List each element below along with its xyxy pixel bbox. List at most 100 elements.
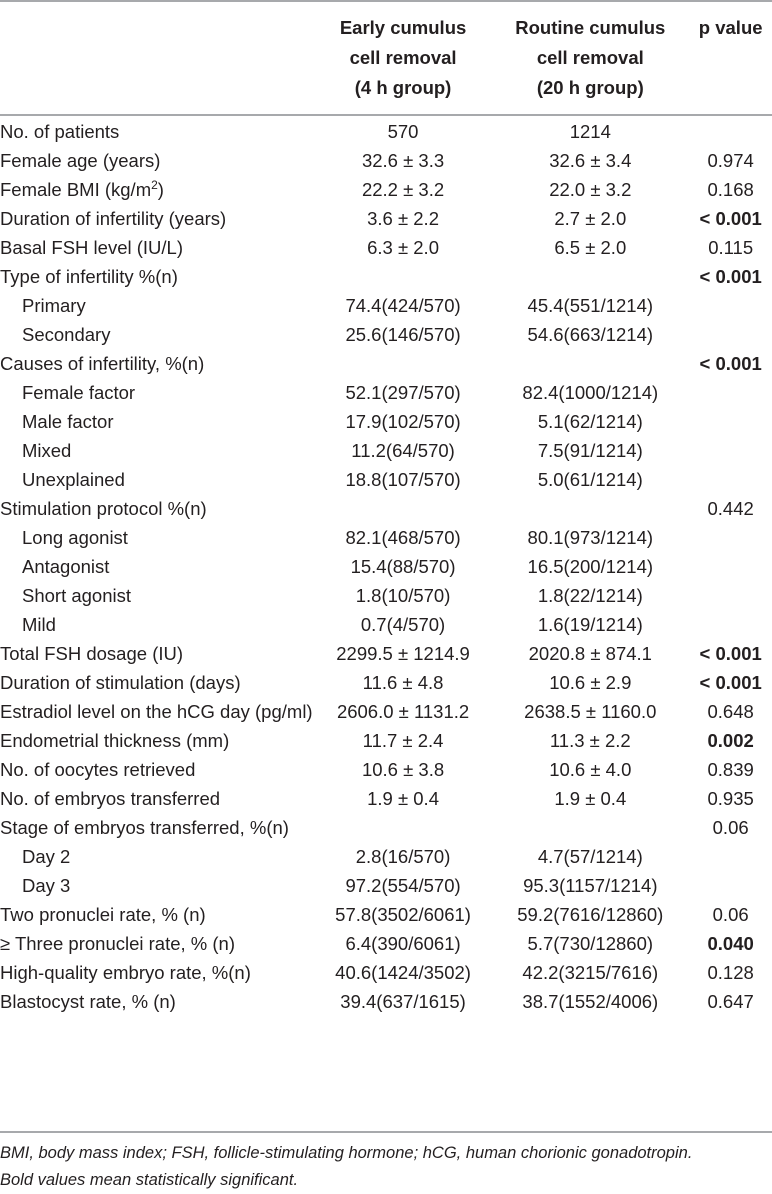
routine-group-value: 11.3 ± 2.2 — [549, 730, 631, 751]
row-label: Secondary — [22, 324, 111, 345]
early-group-value: 18.8(107/570) — [345, 469, 461, 490]
table-row: Female age (years) 32.6 ± 3.3 32.6 ± 3.4 0.… — [0, 146, 772, 175]
early-group-value: 11.6 ± 4.8 — [362, 672, 444, 693]
table-row: Endometrial thickness (mm) 11.7 ± 2.4 11.3… — [0, 726, 772, 755]
routine-group-value: 1.8(22/1214) — [537, 585, 643, 606]
early-group-value: 22.2 ± 3.2 — [361, 179, 445, 200]
table-row: Unexplained 18.8(107/570) 5.0(61/1214) — [0, 465, 772, 494]
early-group-value: 82.1(468/570) — [345, 527, 461, 548]
row-label: No. of embryos transferred — [0, 788, 221, 809]
routine-group-value: 5.7(730/12860) — [527, 933, 654, 954]
routine-group-value: 80.1(973/1214) — [527, 527, 654, 548]
routine-group-value: 2020.8 ± 874.1 — [528, 643, 652, 664]
row-label: Female BMI (kg/m2) — [0, 175, 315, 204]
routine-group-value: 22.0 ± 3.2 — [549, 179, 632, 200]
row-label: Causes of infertility, %(n) — [0, 353, 205, 374]
early-group-value: 3.6 ± 2.2 — [367, 208, 439, 229]
header-rule — [0, 114, 772, 116]
early-group-value — [315, 349, 491, 378]
routine-group-value: 10.6 ± 4.0 — [549, 759, 632, 780]
early-group-value: 10.6 ± 3.8 — [361, 759, 445, 780]
table-row: Mild 0.7(4/570) 1.6(19/1214) — [0, 610, 772, 639]
routine-group-value: 2.7 ± 2.0 — [554, 208, 627, 229]
row-label: Day 3 — [22, 875, 71, 896]
routine-group-value: 1.9 ± 0.4 — [554, 788, 627, 809]
p-value — [689, 291, 772, 320]
table-row: Estradiol level on the hCG day (pg/ml) 26… — [0, 697, 772, 726]
row-label: Endometrial thickness (mm) — [0, 730, 230, 751]
row-label: Blastocyst rate, % (n) — [0, 991, 176, 1012]
early-group-value — [315, 813, 491, 842]
row-label: Duration of stimulation (days) — [0, 672, 241, 693]
header-line: (20 h group) — [536, 77, 644, 98]
table-row: ≥ Three pronuclei rate, % (n) 6.4(390/606… — [0, 929, 772, 958]
header-p-value: p value — [698, 17, 763, 38]
p-value — [689, 117, 772, 146]
routine-group-value: 1214 — [569, 121, 611, 142]
row-label: Primary — [22, 295, 86, 316]
row-label: Day 2 — [22, 846, 71, 867]
row-label: Type of infertility %(n) — [0, 266, 178, 287]
early-group-value: 6.3 ± 2.0 — [367, 237, 439, 258]
p-value — [689, 320, 772, 349]
routine-group-value: 6.5 ± 2.0 — [554, 237, 627, 258]
row-label: Male factor — [22, 411, 114, 432]
header-line: cell removal — [536, 47, 644, 68]
early-group-value: 32.6 ± 3.3 — [361, 150, 445, 171]
routine-group-value — [491, 813, 689, 842]
table-row: Blastocyst rate, % (n) 39.4(637/1615) 38.7… — [0, 987, 772, 1016]
table-row: Causes of infertility, %(n) < 0.001 — [0, 349, 772, 378]
p-value: < 0.001 — [699, 208, 762, 229]
p-value: 0.647 — [707, 991, 754, 1012]
routine-group-value — [491, 349, 689, 378]
header-line: Routine cumulus — [515, 17, 666, 38]
early-group-value: 1.9 ± 0.4 — [367, 788, 439, 809]
routine-group-value: 7.5(91/1214) — [537, 440, 643, 461]
early-group-value: 39.4(637/1615) — [340, 991, 466, 1012]
p-value: 0.648 — [707, 701, 754, 722]
p-value — [689, 581, 772, 610]
row-label: Estradiol level on the hCG day (pg/ml) — [0, 701, 313, 722]
p-value — [689, 552, 772, 581]
p-value — [689, 523, 772, 552]
early-group-value: 97.2(554/570) — [345, 875, 461, 896]
early-group-value — [315, 494, 491, 523]
routine-group-value: 5.0(61/1214) — [537, 469, 643, 490]
routine-group-value — [491, 262, 689, 291]
routine-group-value: 82.4(1000/1214) — [522, 382, 659, 403]
top-rule — [0, 0, 772, 2]
row-label: High-quality embryo rate, %(n) — [0, 962, 251, 983]
p-value: 0.06 — [712, 904, 749, 925]
routine-group-value: 32.6 ± 3.4 — [549, 150, 632, 171]
p-value: 0.935 — [707, 788, 754, 809]
table-row: Female BMI (kg/m2) 22.2 ± 3.2 22.0 ± 3.2 0.… — [0, 175, 772, 204]
table-row: No. of oocytes retrieved 10.6 ± 3.8 10.6 ±… — [0, 755, 772, 784]
row-label: ≥ Three pronuclei rate, % (n) — [0, 933, 235, 954]
table-row: No. of patients 570 1214 — [0, 117, 772, 146]
table-row: Long agonist 82.1(468/570) 80.1(973/1214) — [0, 523, 772, 552]
p-value: 0.115 — [708, 237, 754, 258]
early-group-value: 0.7(4/570) — [360, 614, 446, 635]
table-row: Mixed 11.2(64/570) 7.5(91/1214) — [0, 436, 772, 465]
bottom-rule — [0, 1131, 772, 1133]
table-row: Stimulation protocol %(n) 0.442 — [0, 494, 772, 523]
table-row: Female factor 52.1(297/570) 82.4(1000/1214… — [0, 378, 772, 407]
routine-group-value: 42.2(3215/7616) — [522, 962, 659, 983]
early-group-value: 570 — [387, 121, 419, 142]
p-value — [689, 871, 772, 900]
early-group-value: 52.1(297/570) — [345, 382, 461, 403]
p-value: 0.168 — [707, 179, 754, 200]
header-line: cell removal — [349, 47, 457, 68]
table-row: High-quality embryo rate, %(n) 40.6(1424/… — [0, 958, 772, 987]
early-group-value: 11.7 ± 2.4 — [362, 730, 444, 751]
row-label: No. of oocytes retrieved — [0, 759, 196, 780]
row-label-text: Female BMI (kg/m — [0, 179, 152, 200]
table-row: Stage of embryos transferred, %(n) 0.06 — [0, 813, 772, 842]
row-label: Basal FSH level (IU/L) — [0, 237, 183, 258]
header-row: Early cumulus cell removal (4 h group) R… — [0, 0, 772, 103]
table-row: Type of infertility %(n) < 0.001 — [0, 262, 772, 291]
p-value: 0.442 — [707, 498, 754, 519]
p-value — [689, 465, 772, 494]
p-value — [689, 610, 772, 639]
routine-group-value: 16.5(200/1214) — [527, 556, 654, 577]
